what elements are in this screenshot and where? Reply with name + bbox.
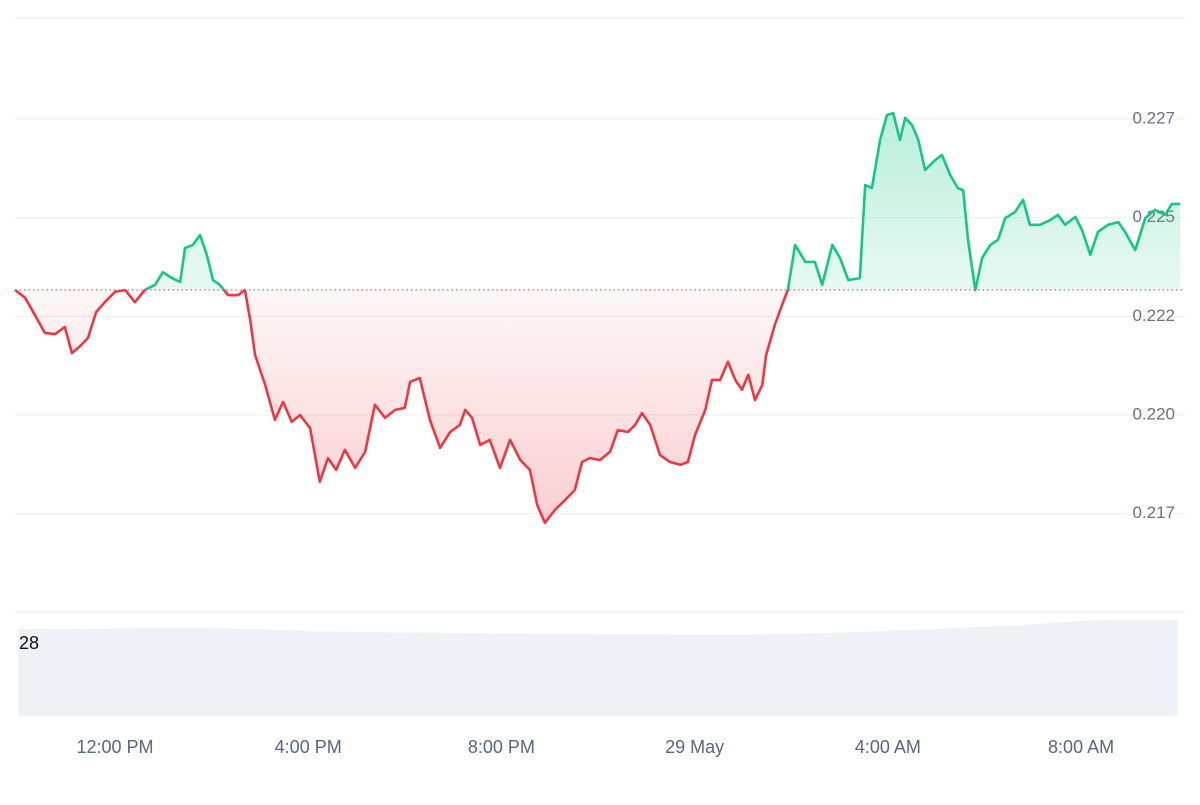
x-tick-label: 4:00 PM	[275, 737, 342, 757]
x-tick-label: 8:00 AM	[1048, 737, 1114, 757]
price-area	[15, 113, 1181, 523]
y-tick-label: 0.217	[1132, 503, 1175, 522]
x-tick-label: 4:00 AM	[855, 737, 921, 757]
volume-label: 28	[19, 633, 39, 653]
x-tick-label: 29 May	[665, 737, 724, 757]
y-tick-label: 0.220	[1132, 405, 1175, 424]
y-tick-label: 0.227	[1132, 109, 1175, 128]
price-line	[14, 111, 1181, 525]
x-tick-label: 8:00 PM	[468, 737, 535, 757]
x-tick-label: 12:00 PM	[76, 737, 153, 757]
volume-area	[18, 620, 1178, 716]
y-tick-label: 0.222	[1132, 306, 1175, 325]
